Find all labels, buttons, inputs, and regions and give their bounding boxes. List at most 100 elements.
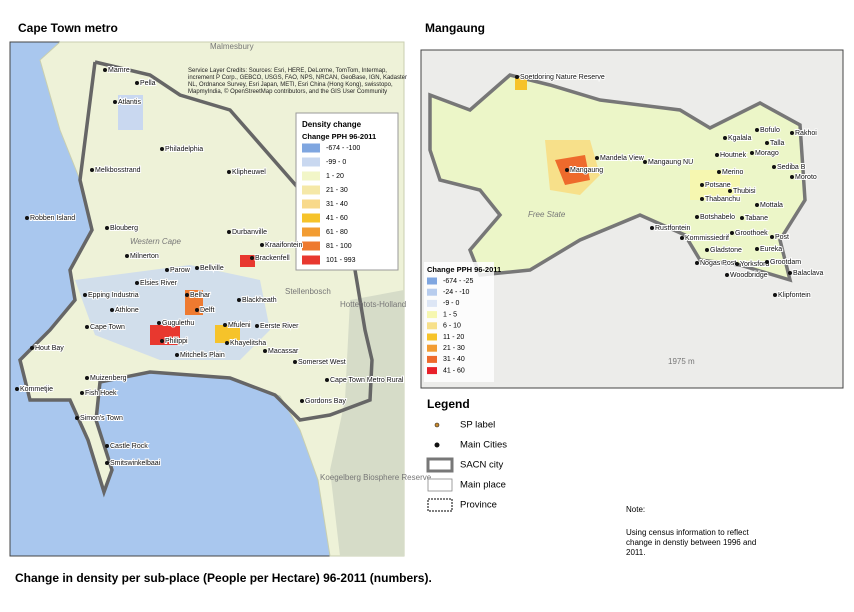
place-dot <box>293 360 297 364</box>
place-label: Thubisi <box>733 188 756 195</box>
place-label: Melkbosstrand <box>95 167 141 174</box>
legend-label: 1 - 5 <box>443 311 457 318</box>
place-label: Simon's Town <box>80 415 123 422</box>
legend-label: 31 - 40 <box>443 356 465 363</box>
place-dot <box>715 153 719 157</box>
place-dot <box>135 81 139 85</box>
legend-swatch <box>427 355 437 363</box>
legend-swatch <box>302 143 320 153</box>
place-label: Merino <box>722 169 744 176</box>
place-dot <box>223 323 227 327</box>
density-patch <box>215 325 240 343</box>
place-label: Mfuleni <box>228 322 251 329</box>
place-dot <box>723 136 727 140</box>
place-dot <box>565 168 569 172</box>
place-dot <box>237 298 241 302</box>
density-patch <box>515 78 527 90</box>
place-dot <box>175 353 179 357</box>
place-dot <box>515 75 519 79</box>
place-label: Khayelitsha <box>230 340 266 347</box>
place-dot <box>755 247 759 251</box>
place-label: Rakhoi <box>795 130 817 137</box>
place-dot <box>705 248 709 252</box>
legend-label: 41 - 60 <box>326 215 348 222</box>
place-dot <box>300 399 304 403</box>
place-dot <box>75 416 79 420</box>
place-dot <box>227 170 231 174</box>
place-label: Mottala <box>760 202 783 209</box>
legend-symbol <box>427 478 453 492</box>
place-dot <box>113 100 117 104</box>
place-dot <box>83 293 87 297</box>
place-dot <box>135 281 139 285</box>
legend-label: -674 - -100 <box>326 145 360 152</box>
place-dot <box>250 256 254 260</box>
legend-label: 21 - 30 <box>326 187 348 194</box>
place-label: Cape Town Metro Rural <box>330 377 404 384</box>
place-label: Mitchells Plain <box>180 352 225 359</box>
place-label: Smitswinkelbaai <box>110 460 161 467</box>
place-label: Macassar <box>268 348 299 355</box>
place-label: Talla <box>770 140 785 147</box>
place-dot <box>755 203 759 207</box>
place-label: Athlone <box>115 307 139 314</box>
place-label: Klipheuwel <box>232 169 266 176</box>
legend-label: Main Cities <box>460 440 507 451</box>
place-label: Nogas Post <box>700 260 736 267</box>
place-dot <box>105 461 109 465</box>
legend-swatch <box>302 185 320 195</box>
legend-title: Legend <box>427 397 470 411</box>
place-dot <box>110 308 114 312</box>
place-dot <box>695 215 699 219</box>
place-dot <box>185 293 189 297</box>
place-dot <box>750 151 754 155</box>
place-label: Atlantis <box>118 99 141 106</box>
legend-label: -674 - -25 <box>443 278 473 285</box>
mangaung-map: Change PPH 96-2011 <box>420 49 844 389</box>
place-label: Bofulo <box>760 127 780 134</box>
place-dot <box>160 339 164 343</box>
density-patch <box>118 95 143 130</box>
legend-swatch <box>427 322 437 330</box>
legend-swatch <box>302 255 320 265</box>
legend-symbol <box>426 457 454 473</box>
place-dot <box>227 230 231 234</box>
legend-label: SP label <box>460 420 495 431</box>
place-dot <box>90 168 94 172</box>
place-dot <box>790 175 794 179</box>
place-label: Grootdam <box>770 259 801 266</box>
place-dot <box>755 128 759 132</box>
place-label: Fish Hoek <box>85 390 117 397</box>
place-label: Kommetjie <box>20 386 53 393</box>
background-label: Hottentots-Holland <box>340 300 406 309</box>
background-label: 1975 m <box>668 357 695 366</box>
place-label: Botshabelo <box>700 214 735 221</box>
place-label: Eerste River <box>260 323 299 330</box>
place-dot <box>160 147 164 151</box>
legend-label: 31 - 40 <box>326 201 348 208</box>
place-dot <box>105 444 109 448</box>
place-label: Sediba B <box>777 164 806 171</box>
legend-swatch <box>302 241 320 251</box>
place-dot <box>157 321 161 325</box>
legend-symbol <box>434 442 440 448</box>
legend-label: 61 - 80 <box>326 229 348 236</box>
legend-label: 6 - 10 <box>443 323 461 330</box>
place-label: Gordons Bay <box>305 398 346 405</box>
place-label: Kraaifontein <box>265 242 302 249</box>
legend-subtitle: Change PPH 96-2011 <box>302 132 376 141</box>
density-patch <box>555 155 590 185</box>
legend-swatch <box>302 199 320 209</box>
place-dot <box>165 268 169 272</box>
place-dot <box>125 254 129 258</box>
mountains <box>330 290 404 556</box>
place-dot <box>595 156 599 160</box>
place-label: Thabanchu <box>705 196 740 203</box>
legend-title: Change PPH 96-2011 <box>427 265 501 274</box>
place-dot <box>263 349 267 353</box>
legend-swatch <box>427 367 437 375</box>
place-label: Pella <box>140 80 156 87</box>
place-dot <box>195 308 199 312</box>
background-label: Malmesbury <box>210 42 254 51</box>
